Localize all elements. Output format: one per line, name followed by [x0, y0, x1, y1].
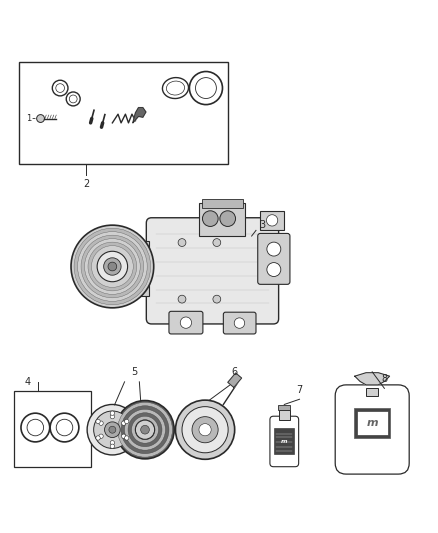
Circle shape [109, 426, 116, 433]
Circle shape [128, 413, 162, 447]
Circle shape [78, 232, 147, 301]
Circle shape [124, 409, 166, 450]
Text: m: m [366, 418, 378, 428]
Circle shape [178, 239, 186, 246]
FancyBboxPatch shape [223, 312, 256, 334]
Circle shape [213, 295, 221, 303]
Bar [366, 388, 378, 396]
Bar [278, 405, 290, 410]
Circle shape [110, 444, 115, 448]
Circle shape [88, 242, 137, 291]
Circle shape [74, 228, 151, 305]
Bar [279, 410, 290, 419]
Circle shape [97, 251, 127, 282]
Circle shape [202, 211, 218, 227]
Polygon shape [133, 108, 146, 123]
Circle shape [110, 411, 115, 415]
Circle shape [135, 420, 155, 439]
Circle shape [135, 419, 155, 440]
Circle shape [37, 115, 45, 123]
Text: 6: 6 [231, 367, 237, 377]
FancyBboxPatch shape [270, 416, 299, 467]
Circle shape [234, 318, 245, 328]
Polygon shape [355, 373, 390, 385]
FancyBboxPatch shape [258, 233, 290, 284]
Text: 3: 3 [259, 220, 265, 230]
Circle shape [138, 423, 152, 436]
Circle shape [121, 406, 169, 454]
Circle shape [176, 400, 235, 459]
FancyBboxPatch shape [146, 218, 279, 324]
Circle shape [121, 421, 126, 425]
Text: 4: 4 [25, 377, 31, 387]
Circle shape [267, 263, 281, 277]
Circle shape [108, 262, 117, 271]
Text: 5: 5 [131, 367, 137, 377]
Text: 1: 1 [26, 114, 31, 123]
Circle shape [99, 434, 103, 439]
Bar [199, 204, 245, 236]
Circle shape [192, 417, 218, 443]
Circle shape [213, 239, 221, 246]
Circle shape [104, 258, 121, 275]
Circle shape [110, 415, 115, 419]
Circle shape [131, 416, 159, 443]
Circle shape [199, 424, 211, 436]
Bar [14, 391, 91, 467]
Circle shape [85, 239, 140, 294]
Text: 2: 2 [83, 179, 89, 189]
FancyBboxPatch shape [169, 311, 203, 334]
Circle shape [87, 405, 138, 455]
Text: 8: 8 [381, 374, 388, 384]
Circle shape [71, 225, 154, 308]
Circle shape [99, 421, 103, 425]
Polygon shape [228, 373, 242, 387]
Circle shape [96, 419, 100, 424]
Circle shape [105, 422, 120, 438]
Circle shape [94, 411, 131, 448]
Bar [260, 211, 284, 230]
Text: m: m [281, 439, 287, 443]
Circle shape [96, 436, 100, 440]
Bar [357, 411, 388, 435]
Bar [19, 62, 228, 164]
Circle shape [266, 215, 278, 226]
Circle shape [81, 235, 144, 298]
Circle shape [180, 317, 191, 328]
Circle shape [220, 211, 236, 227]
Circle shape [178, 295, 186, 303]
Circle shape [141, 425, 149, 434]
Bar [127, 241, 149, 296]
FancyBboxPatch shape [335, 385, 409, 474]
Bar [201, 199, 243, 208]
Text: 7: 7 [297, 385, 303, 395]
Circle shape [267, 242, 281, 256]
Circle shape [124, 419, 129, 424]
Bar [274, 429, 294, 454]
Circle shape [116, 400, 174, 459]
Circle shape [92, 246, 133, 287]
Bar [354, 408, 391, 438]
Circle shape [121, 434, 126, 439]
Circle shape [182, 407, 228, 453]
Circle shape [117, 402, 173, 457]
Circle shape [110, 441, 115, 445]
Circle shape [124, 436, 129, 440]
